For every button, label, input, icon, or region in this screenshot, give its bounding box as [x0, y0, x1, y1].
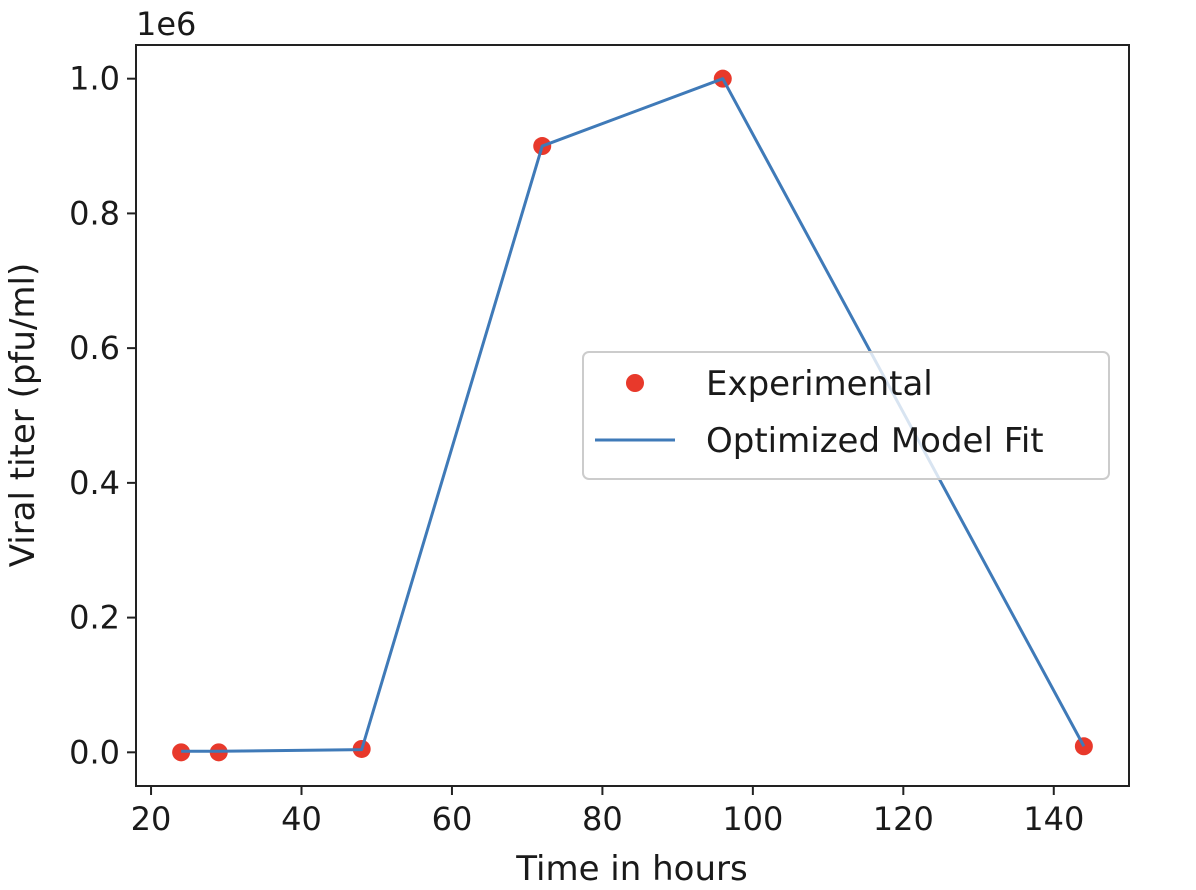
x-tick-label: 80 [582, 800, 623, 838]
x-tick-label: 20 [131, 800, 172, 838]
y-axis-ticks: 0.0 0.2 0.4 0.6 0.8 1.0 [69, 60, 136, 771]
x-tick-label: 40 [281, 800, 322, 838]
legend-label-model-fit: Optimized Model Fit [706, 421, 1044, 461]
x-tick-label: 100 [722, 800, 783, 838]
y-tick-label: 0.6 [69, 329, 120, 367]
y-tick-label: 0.4 [69, 464, 120, 502]
x-tick-label: 60 [432, 800, 473, 838]
model-fit-line [181, 77, 1086, 753]
series-lines [181, 77, 1086, 753]
y-axis-label: Viral titer (pfu/ml) [3, 263, 43, 568]
x-tick-label: 140 [1023, 800, 1084, 838]
y-offset-label: 1e6 [136, 5, 196, 43]
legend-marker-experimental [626, 374, 644, 392]
legend-label-experimental: Experimental [706, 364, 933, 404]
x-axis-ticks: 20 40 60 80 100 120 140 [131, 786, 1084, 838]
y-tick-label: 1.0 [69, 60, 120, 98]
legend-box [582, 351, 1110, 480]
legend: Experimental Optimized Model Fit [582, 351, 1110, 480]
y-tick-label: 0.0 [69, 733, 120, 771]
y-tick-label: 0.8 [69, 194, 120, 232]
y-tick-label: 0.2 [69, 599, 120, 637]
x-axis-label: Time in hours [515, 849, 747, 889]
x-tick-label: 120 [873, 800, 934, 838]
